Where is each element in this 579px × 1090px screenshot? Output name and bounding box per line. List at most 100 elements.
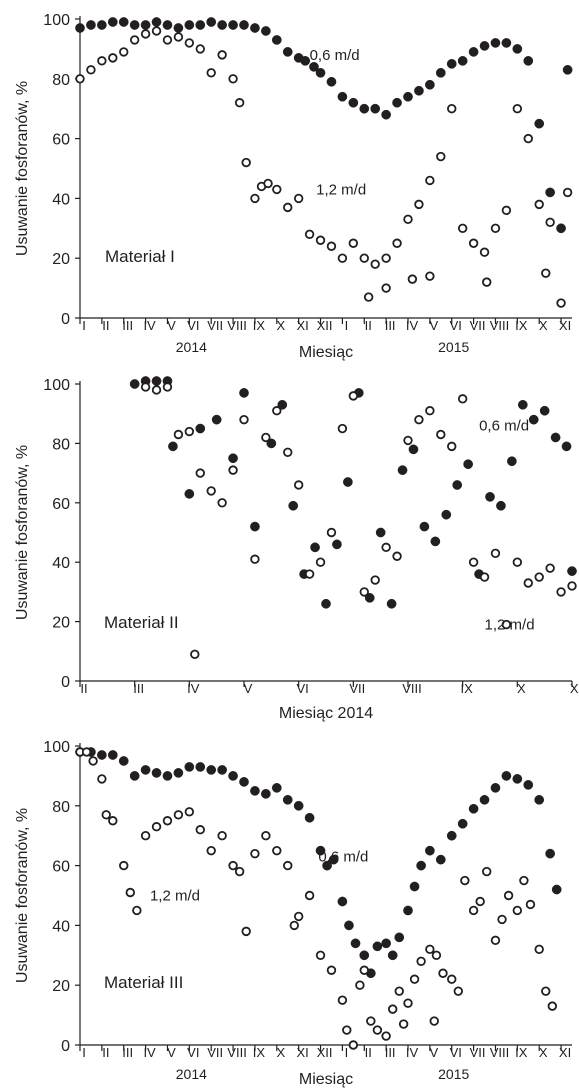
data-point-0-6-md — [151, 768, 162, 778]
x-tick-label: V — [167, 1045, 176, 1060]
data-point-0-6-md — [372, 941, 383, 952]
year-label: 2014 — [176, 1066, 207, 1082]
data-point-0-6-md — [551, 884, 562, 895]
data-point-1-2-md — [162, 35, 173, 45]
data-point-0-6-md — [496, 500, 506, 511]
data-point-0-6-md — [326, 76, 337, 87]
y-axis-title: Usuwanie fosforanów, % — [14, 445, 31, 620]
data-point-1-2-md — [283, 860, 293, 871]
x-tick-label: V — [430, 1045, 439, 1060]
data-point-1-2-md — [381, 1031, 391, 1041]
x-tick-label: I — [82, 318, 86, 333]
data-point-1-2-md — [490, 548, 501, 558]
data-point-0-6-md — [359, 103, 370, 114]
data-point-1-2-md — [482, 866, 492, 877]
data-point-0-6-md — [468, 47, 479, 57]
y-tick-label: 40 — [52, 191, 70, 208]
data-point-0-6-md — [97, 750, 107, 760]
data-point-1-2-md — [501, 205, 512, 216]
data-point-0-6-md — [140, 20, 151, 30]
data-point-1-2-md — [501, 619, 512, 630]
data-point-0-6-md — [118, 756, 129, 766]
x-tick-label: II — [365, 1045, 372, 1060]
data-point-0-6-md — [315, 845, 326, 856]
y-tick-label: 60 — [52, 132, 70, 149]
data-point-1-2-md — [217, 50, 227, 60]
data-point-1-2-md — [468, 905, 479, 916]
x-axis-title: Miesiąc — [299, 1071, 353, 1088]
data-point-0-6-md — [425, 79, 435, 90]
data-point-0-6-md — [534, 118, 545, 129]
data-point-0-6-md — [206, 17, 217, 27]
data-point-1-2-md — [545, 217, 555, 228]
y-tick-label: 0 — [61, 311, 70, 328]
data-point-1-2-md — [567, 581, 577, 591]
x-tick-label: IX — [253, 318, 266, 333]
data-point-1-2-md — [250, 193, 260, 204]
data-point-0-6-md — [250, 23, 260, 33]
data-point-1-2-md — [86, 65, 96, 75]
data-point-0-6-md — [364, 592, 375, 603]
data-point-1-2-md — [512, 103, 523, 114]
data-point-0-6-md — [501, 771, 512, 781]
data-point-0-6-md — [97, 20, 107, 30]
data-point-1-2-md — [457, 394, 468, 404]
data-point-0-6-md — [381, 938, 391, 949]
x-tick-label: VII — [349, 681, 365, 696]
data-point-1-2-md — [468, 238, 479, 248]
x-tick-label: VII — [207, 1045, 223, 1060]
y-tick-label: 80 — [52, 72, 70, 89]
series-label: 0,6 m/d — [318, 849, 368, 866]
x-tick-label: IX — [461, 681, 474, 696]
data-point-0-6-md — [359, 950, 370, 961]
x-tick-label: VI — [187, 1045, 199, 1060]
data-point-1-2-md — [272, 406, 282, 416]
data-point-1-2-md — [363, 292, 374, 302]
x-tick-label: V — [244, 681, 253, 696]
data-point-1-2-md — [289, 920, 299, 931]
data-point-1-2-md — [534, 944, 544, 955]
data-point-0-6-md — [463, 459, 473, 470]
data-point-0-6-md — [528, 414, 539, 425]
data-point-1-2-md — [512, 905, 523, 916]
data-point-1-2-md — [151, 822, 162, 832]
data-point-0-6-md — [282, 47, 293, 57]
x-tick-label: VIII — [490, 1045, 510, 1060]
data-point-1-2-md — [414, 199, 424, 210]
data-point-0-6-md — [195, 20, 206, 30]
data-point-0-6-md — [337, 91, 348, 102]
data-point-0-6-md — [567, 566, 577, 576]
data-point-0-6-md — [403, 905, 413, 916]
data-point-1-2-md — [125, 887, 135, 898]
x-tick-label: IV — [143, 318, 156, 333]
data-point-1-2-md — [468, 557, 479, 567]
data-point-1-2-md — [75, 74, 85, 84]
data-point-1-2-md — [414, 414, 424, 425]
data-point-0-6-md — [288, 500, 299, 511]
x-tick-label: IX — [515, 318, 528, 333]
data-point-1-2-md — [512, 557, 523, 567]
data-point-1-2-md — [108, 816, 118, 826]
data-point-1-2-md — [337, 253, 348, 263]
data-point-1-2-md — [490, 223, 501, 233]
x-tick-label: IV — [187, 681, 200, 696]
data-point-0-6-md — [387, 950, 398, 961]
data-point-0-6-md — [184, 489, 195, 499]
data-point-0-6-md — [86, 20, 96, 30]
data-point-1-2-md — [140, 29, 151, 39]
data-point-0-6-md — [140, 765, 151, 775]
data-point-1-2-md — [206, 486, 216, 496]
data-point-1-2-md — [342, 1025, 352, 1035]
data-point-1-2-md — [293, 193, 304, 204]
y-axis-title: Usuwanie fosforanów, % — [14, 81, 31, 256]
year-label: 2015 — [438, 339, 469, 355]
data-point-1-2-md — [425, 175, 435, 186]
data-point-1-2-md — [547, 1001, 558, 1011]
data-point-1-2-md — [541, 268, 551, 278]
data-point-1-2-md — [337, 423, 348, 434]
data-point-1-2-md — [479, 572, 490, 582]
data-point-1-2-md — [366, 1016, 376, 1026]
panel-label: Materiał I — [105, 247, 175, 266]
data-point-1-2-md — [381, 253, 391, 263]
